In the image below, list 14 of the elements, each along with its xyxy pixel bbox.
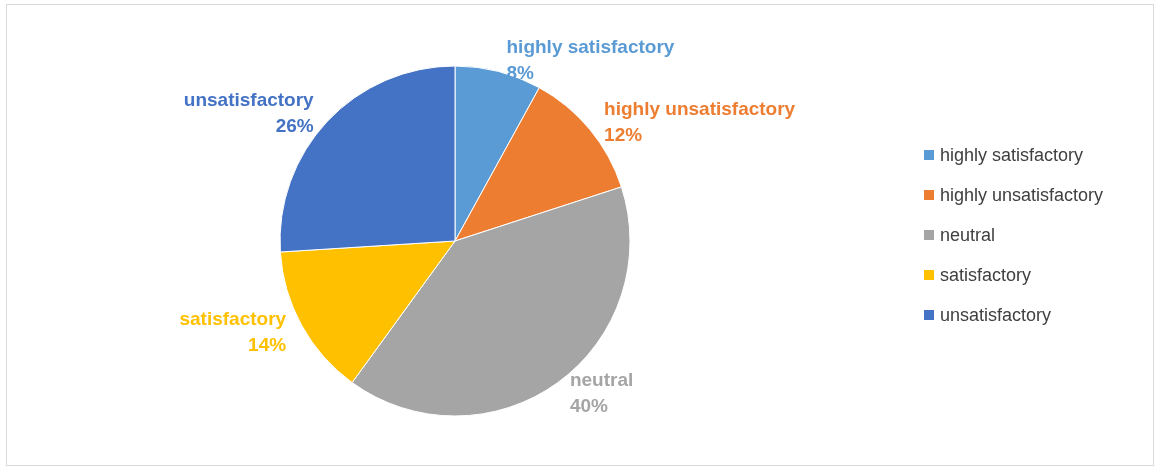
data-label: 14% xyxy=(248,333,287,355)
slice-label: highly unsatisfactory xyxy=(604,98,796,120)
legend-label: highly satisfactory xyxy=(940,145,1084,165)
data-label: 26% xyxy=(275,115,314,137)
data-label: 12% xyxy=(604,124,643,146)
slice-label: highly satisfactory xyxy=(506,36,675,58)
legend-label: unsatisfactory xyxy=(940,305,1052,325)
data-label: 40% xyxy=(569,394,609,416)
slice-label: neutral xyxy=(569,368,634,390)
slice-label: satisfactory xyxy=(179,307,287,329)
legend-label: satisfactory xyxy=(940,265,1032,285)
legend-label: neutral xyxy=(940,225,996,245)
slice-label: unsatisfactory xyxy=(183,89,315,111)
legend-label: highly unsatisfactory xyxy=(940,185,1104,205)
